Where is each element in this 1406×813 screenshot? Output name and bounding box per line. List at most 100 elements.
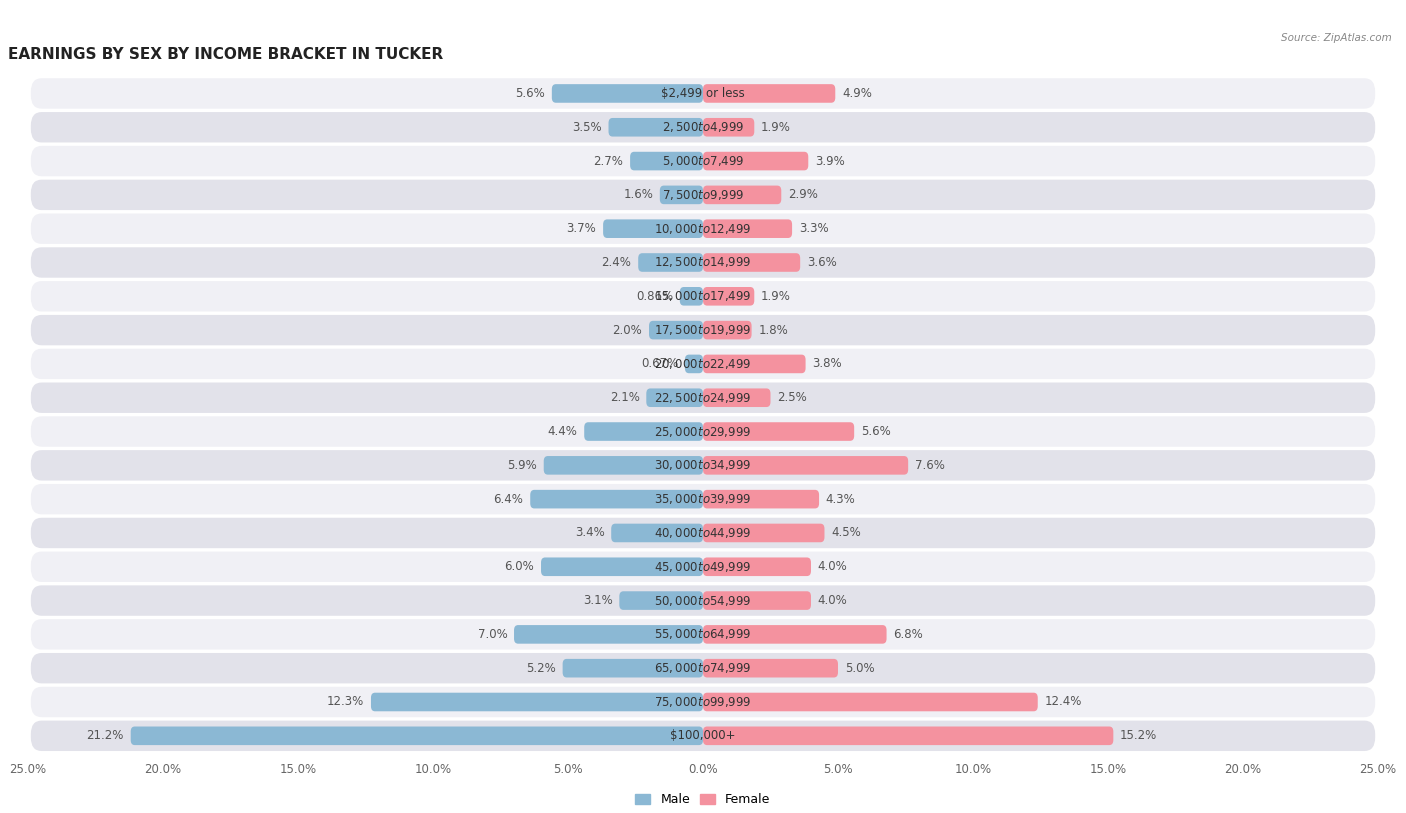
Text: 6.0%: 6.0%	[505, 560, 534, 573]
FancyBboxPatch shape	[659, 185, 703, 204]
Text: 2.5%: 2.5%	[778, 391, 807, 404]
FancyBboxPatch shape	[31, 484, 1375, 515]
FancyBboxPatch shape	[679, 287, 703, 306]
Text: Source: ZipAtlas.com: Source: ZipAtlas.com	[1281, 33, 1392, 42]
FancyBboxPatch shape	[31, 653, 1375, 684]
Text: 2.0%: 2.0%	[613, 324, 643, 337]
Text: EARNINGS BY SEX BY INCOME BRACKET IN TUCKER: EARNINGS BY SEX BY INCOME BRACKET IN TUC…	[8, 47, 443, 63]
Text: $22,500 to $24,999: $22,500 to $24,999	[654, 391, 752, 405]
Text: 1.6%: 1.6%	[623, 189, 652, 202]
Text: 6.8%: 6.8%	[893, 628, 924, 641]
FancyBboxPatch shape	[31, 315, 1375, 346]
Text: 12.4%: 12.4%	[1045, 695, 1081, 708]
Legend: Male, Female: Male, Female	[630, 789, 776, 811]
Text: $35,000 to $39,999: $35,000 to $39,999	[654, 492, 752, 506]
Text: 3.7%: 3.7%	[567, 222, 596, 235]
FancyBboxPatch shape	[31, 518, 1375, 548]
Text: 2.9%: 2.9%	[787, 189, 818, 202]
Text: $30,000 to $34,999: $30,000 to $34,999	[654, 459, 752, 472]
Text: $25,000 to $29,999: $25,000 to $29,999	[654, 424, 752, 438]
FancyBboxPatch shape	[585, 422, 703, 441]
Text: 4.9%: 4.9%	[842, 87, 872, 100]
FancyBboxPatch shape	[31, 551, 1375, 582]
FancyBboxPatch shape	[703, 490, 820, 508]
Text: $2,499 or less: $2,499 or less	[661, 87, 745, 100]
Text: 4.0%: 4.0%	[818, 594, 848, 607]
Text: $10,000 to $12,499: $10,000 to $12,499	[654, 222, 752, 236]
FancyBboxPatch shape	[31, 78, 1375, 109]
FancyBboxPatch shape	[31, 382, 1375, 413]
Text: $40,000 to $44,999: $40,000 to $44,999	[654, 526, 752, 540]
FancyBboxPatch shape	[703, 152, 808, 171]
Text: 4.5%: 4.5%	[831, 527, 860, 540]
FancyBboxPatch shape	[31, 112, 1375, 142]
FancyBboxPatch shape	[650, 321, 703, 339]
FancyBboxPatch shape	[131, 727, 703, 745]
FancyBboxPatch shape	[371, 693, 703, 711]
Text: 3.3%: 3.3%	[799, 222, 828, 235]
Text: 3.8%: 3.8%	[813, 358, 842, 371]
Text: 7.6%: 7.6%	[915, 459, 945, 472]
Text: 4.0%: 4.0%	[818, 560, 848, 573]
FancyBboxPatch shape	[31, 281, 1375, 311]
Text: 5.6%: 5.6%	[516, 87, 546, 100]
Text: $17,500 to $19,999: $17,500 to $19,999	[654, 323, 752, 337]
FancyBboxPatch shape	[31, 349, 1375, 379]
FancyBboxPatch shape	[541, 558, 703, 576]
FancyBboxPatch shape	[31, 146, 1375, 176]
FancyBboxPatch shape	[703, 185, 782, 204]
FancyBboxPatch shape	[703, 321, 752, 339]
FancyBboxPatch shape	[612, 524, 703, 542]
FancyBboxPatch shape	[703, 625, 887, 644]
Text: 2.1%: 2.1%	[610, 391, 640, 404]
Text: $7,500 to $9,999: $7,500 to $9,999	[662, 188, 744, 202]
Text: $45,000 to $49,999: $45,000 to $49,999	[654, 560, 752, 574]
FancyBboxPatch shape	[703, 558, 811, 576]
FancyBboxPatch shape	[31, 180, 1375, 210]
FancyBboxPatch shape	[703, 118, 754, 137]
FancyBboxPatch shape	[31, 687, 1375, 717]
Text: $12,500 to $14,999: $12,500 to $14,999	[654, 255, 752, 269]
FancyBboxPatch shape	[31, 450, 1375, 480]
Text: 0.67%: 0.67%	[641, 358, 678, 371]
FancyBboxPatch shape	[603, 220, 703, 238]
FancyBboxPatch shape	[515, 625, 703, 644]
FancyBboxPatch shape	[619, 591, 703, 610]
FancyBboxPatch shape	[685, 354, 703, 373]
Text: 3.9%: 3.9%	[815, 154, 845, 167]
Text: 2.4%: 2.4%	[602, 256, 631, 269]
FancyBboxPatch shape	[530, 490, 703, 508]
FancyBboxPatch shape	[562, 659, 703, 677]
Text: 4.4%: 4.4%	[547, 425, 578, 438]
Text: $15,000 to $17,499: $15,000 to $17,499	[654, 289, 752, 303]
FancyBboxPatch shape	[703, 253, 800, 272]
Text: 5.9%: 5.9%	[508, 459, 537, 472]
FancyBboxPatch shape	[703, 389, 770, 407]
Text: 12.3%: 12.3%	[328, 695, 364, 708]
Text: 6.4%: 6.4%	[494, 493, 523, 506]
FancyBboxPatch shape	[638, 253, 703, 272]
Text: $5,000 to $7,499: $5,000 to $7,499	[662, 154, 744, 168]
Text: 5.0%: 5.0%	[845, 662, 875, 675]
Text: $55,000 to $64,999: $55,000 to $64,999	[654, 628, 752, 641]
Text: $50,000 to $54,999: $50,000 to $54,999	[654, 593, 752, 607]
FancyBboxPatch shape	[31, 416, 1375, 447]
FancyBboxPatch shape	[703, 354, 806, 373]
FancyBboxPatch shape	[703, 693, 1038, 711]
Text: 5.2%: 5.2%	[526, 662, 555, 675]
Text: 5.6%: 5.6%	[860, 425, 890, 438]
FancyBboxPatch shape	[703, 85, 835, 102]
Text: 1.9%: 1.9%	[761, 289, 792, 302]
Text: 3.5%: 3.5%	[572, 121, 602, 134]
Text: 7.0%: 7.0%	[478, 628, 508, 641]
Text: 4.3%: 4.3%	[825, 493, 856, 506]
FancyBboxPatch shape	[630, 152, 703, 171]
FancyBboxPatch shape	[609, 118, 703, 137]
Text: 15.2%: 15.2%	[1121, 729, 1157, 742]
FancyBboxPatch shape	[703, 727, 1114, 745]
Text: 3.4%: 3.4%	[575, 527, 605, 540]
FancyBboxPatch shape	[703, 422, 855, 441]
Text: 3.6%: 3.6%	[807, 256, 837, 269]
FancyBboxPatch shape	[703, 456, 908, 475]
Text: 3.1%: 3.1%	[583, 594, 613, 607]
